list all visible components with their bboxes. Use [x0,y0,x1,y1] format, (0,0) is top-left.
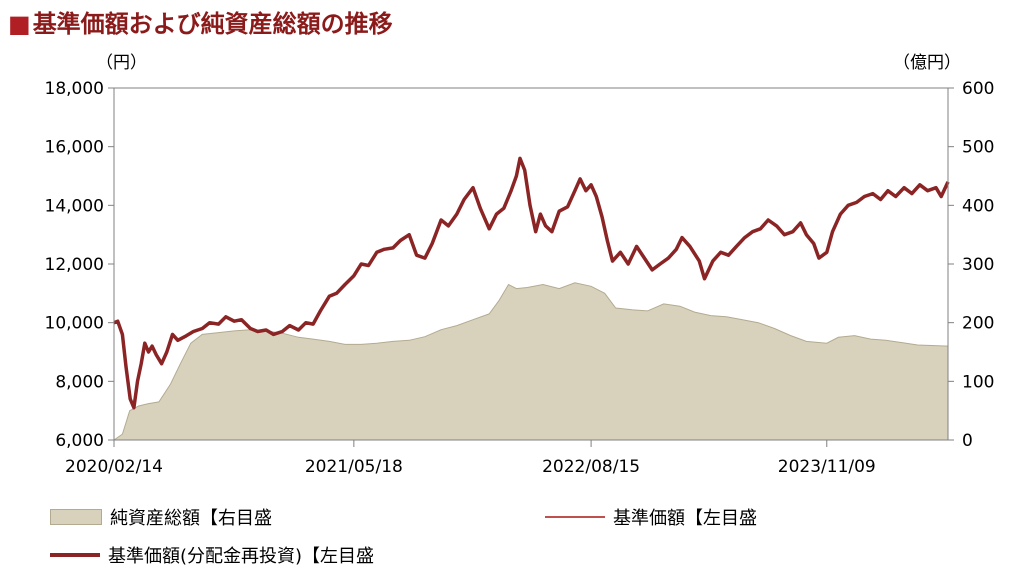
legend-item-net-assets: 純資産総額【右目盛 [50,504,272,530]
y-right-tick-label: 100 [962,372,994,392]
y-right-tick-label: 300 [962,255,994,275]
left-unit-label: （円） [96,53,147,73]
y-left-tick-label: 6,000 [55,431,104,451]
right-unit-label: （億円） [893,53,961,73]
x-tick-label: 2020/02/14 [65,457,163,477]
legend-swatch-area [50,509,102,525]
x-tick-label: 2023/11/09 [778,457,876,477]
y-left-tick-label: 18,000 [45,79,104,99]
y-right-tick-label: 500 [962,138,994,158]
title-text: 基準価額および純資産総額の推移 [32,10,393,38]
series-nav-reinvest-line [113,156,950,410]
area-layer [112,282,949,441]
y-right-tick-label: 600 [962,79,994,99]
legend-swatch-thin-line [545,516,605,518]
y-left-tick-label: 14,000 [45,196,104,216]
legend-label-nav: 基準価額【左目盛 [613,508,757,529]
legend-item-nav: 基準価額【左目盛 [545,504,757,530]
legend-swatch-thick-line [50,553,100,557]
title-marker: ■ [8,10,31,38]
x-tick-label: 2021/05/18 [305,457,403,477]
legend-item-nav-reinvest: 基準価額(分配金再投資)【左目盛 [50,542,374,568]
axis-layer: 18,000 16,000 14,000 12,000 10,000 8,000 6,000… [45,79,995,477]
y-right-tick-label: 400 [962,196,994,216]
series-net-assets-area [112,282,949,441]
line-layer [113,156,950,410]
y-left-tick-label: 16,000 [45,138,104,158]
y-left-tick-label: 8,000 [55,372,104,392]
x-tick-label: 2022/08/15 [542,457,640,477]
y-right-tick-label: 0 [962,431,973,451]
legend-label-net-assets: 純資産総額【右目盛 [110,508,272,529]
chart-title: ■基準価額および純資産総額の推移 [8,4,393,39]
legend-label-nav-reinvest: 基準価額(分配金再投資)【左目盛 [108,546,375,567]
y-left-tick-label: 12,000 [45,255,104,275]
y-right-tick-label: 200 [962,314,994,334]
y-left-tick-label: 10,000 [45,314,104,334]
